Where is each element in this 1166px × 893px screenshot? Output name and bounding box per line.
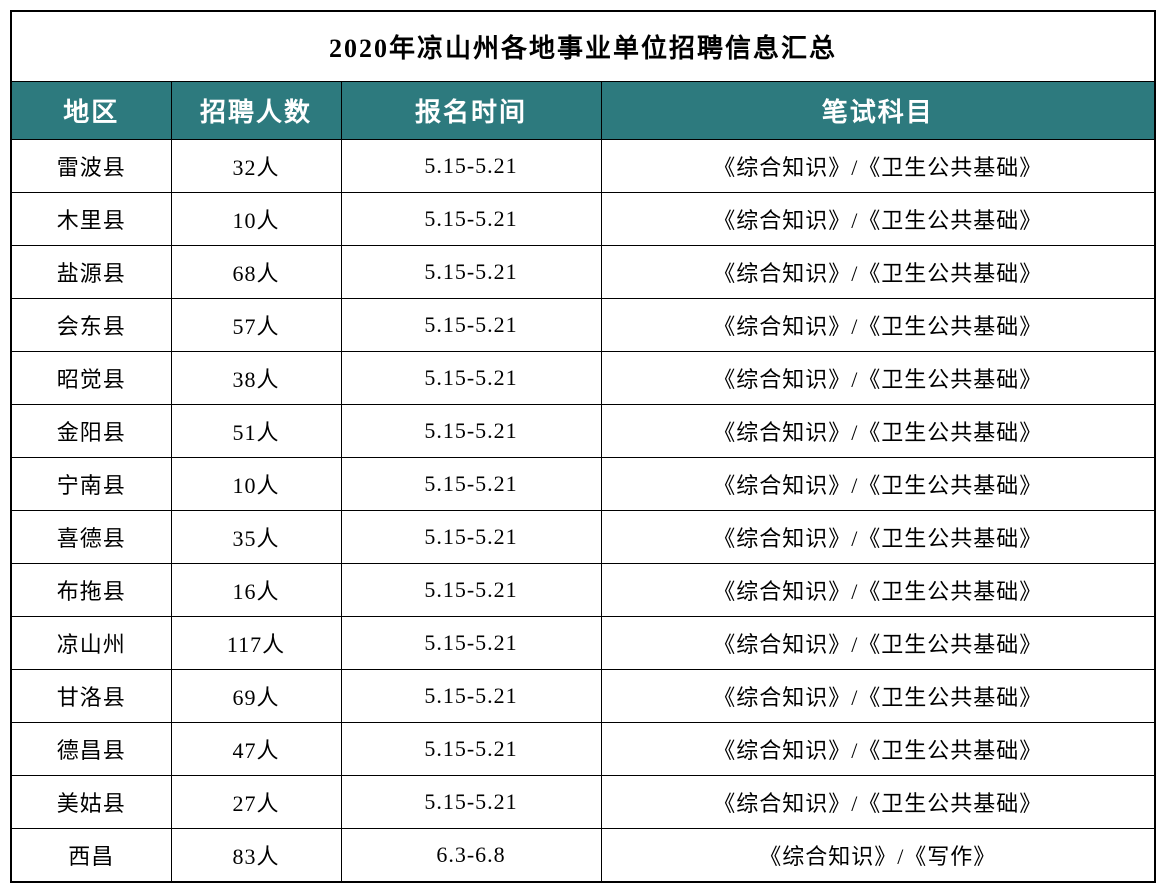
header-time: 报名时间 — [341, 82, 601, 140]
cell-count: 35人 — [171, 511, 341, 564]
cell-region: 金阳县 — [11, 405, 171, 458]
table-row: 西昌83人6.3-6.8《综合知识》/《写作》 — [11, 829, 1155, 883]
cell-time: 5.15-5.21 — [341, 352, 601, 405]
cell-subject: 《综合知识》/《写作》 — [601, 829, 1155, 883]
cell-subject: 《综合知识》/《卫生公共基础》 — [601, 405, 1155, 458]
cell-subject: 《综合知识》/《卫生公共基础》 — [601, 776, 1155, 829]
cell-time: 5.15-5.21 — [341, 564, 601, 617]
table-row: 金阳县51人5.15-5.21《综合知识》/《卫生公共基础》 — [11, 405, 1155, 458]
cell-time: 5.15-5.21 — [341, 458, 601, 511]
cell-count: 10人 — [171, 458, 341, 511]
cell-region: 美姑县 — [11, 776, 171, 829]
table-row: 雷波县32人5.15-5.21《综合知识》/《卫生公共基础》 — [11, 140, 1155, 193]
cell-count: 27人 — [171, 776, 341, 829]
cell-region: 甘洛县 — [11, 670, 171, 723]
table-row: 木里县10人5.15-5.21《综合知识》/《卫生公共基础》 — [11, 193, 1155, 246]
cell-time: 5.15-5.21 — [341, 246, 601, 299]
cell-subject: 《综合知识》/《卫生公共基础》 — [601, 193, 1155, 246]
cell-count: 117人 — [171, 617, 341, 670]
cell-time: 5.15-5.21 — [341, 193, 601, 246]
cell-count: 69人 — [171, 670, 341, 723]
cell-subject: 《综合知识》/《卫生公共基础》 — [601, 511, 1155, 564]
cell-subject: 《综合知识》/《卫生公共基础》 — [601, 617, 1155, 670]
header-count: 招聘人数 — [171, 82, 341, 140]
cell-region: 布拖县 — [11, 564, 171, 617]
cell-region: 西昌 — [11, 829, 171, 883]
cell-region: 会东县 — [11, 299, 171, 352]
cell-region: 凉山州 — [11, 617, 171, 670]
cell-region: 德昌县 — [11, 723, 171, 776]
cell-subject: 《综合知识》/《卫生公共基础》 — [601, 458, 1155, 511]
table-row: 德昌县47人5.15-5.21《综合知识》/《卫生公共基础》 — [11, 723, 1155, 776]
table-row: 甘洛县69人5.15-5.21《综合知识》/《卫生公共基础》 — [11, 670, 1155, 723]
cell-count: 47人 — [171, 723, 341, 776]
table-row: 宁南县10人5.15-5.21《综合知识》/《卫生公共基础》 — [11, 458, 1155, 511]
table-row: 盐源县68人5.15-5.21《综合知识》/《卫生公共基础》 — [11, 246, 1155, 299]
cell-subject: 《综合知识》/《卫生公共基础》 — [601, 299, 1155, 352]
table-row: 布拖县16人5.15-5.21《综合知识》/《卫生公共基础》 — [11, 564, 1155, 617]
cell-time: 5.15-5.21 — [341, 405, 601, 458]
recruitment-table: 2020年凉山州各地事业单位招聘信息汇总 地区 招聘人数 报名时间 笔试科目 雷… — [10, 10, 1156, 883]
table-row: 会东县57人5.15-5.21《综合知识》/《卫生公共基础》 — [11, 299, 1155, 352]
cell-count: 68人 — [171, 246, 341, 299]
table-row: 美姑县27人5.15-5.21《综合知识》/《卫生公共基础》 — [11, 776, 1155, 829]
cell-time: 5.15-5.21 — [341, 776, 601, 829]
table-row: 凉山州117人5.15-5.21《综合知识》/《卫生公共基础》 — [11, 617, 1155, 670]
cell-subject: 《综合知识》/《卫生公共基础》 — [601, 670, 1155, 723]
cell-subject: 《综合知识》/《卫生公共基础》 — [601, 246, 1155, 299]
cell-region: 喜德县 — [11, 511, 171, 564]
cell-count: 10人 — [171, 193, 341, 246]
cell-time: 5.15-5.21 — [341, 511, 601, 564]
cell-region: 木里县 — [11, 193, 171, 246]
table-row: 昭觉县38人5.15-5.21《综合知识》/《卫生公共基础》 — [11, 352, 1155, 405]
cell-time: 5.15-5.21 — [341, 617, 601, 670]
cell-subject: 《综合知识》/《卫生公共基础》 — [601, 140, 1155, 193]
cell-subject: 《综合知识》/《卫生公共基础》 — [601, 564, 1155, 617]
cell-time: 6.3-6.8 — [341, 829, 601, 883]
cell-subject: 《综合知识》/《卫生公共基础》 — [601, 352, 1155, 405]
cell-count: 32人 — [171, 140, 341, 193]
cell-count: 38人 — [171, 352, 341, 405]
cell-time: 5.15-5.21 — [341, 299, 601, 352]
table-body: 雷波县32人5.15-5.21《综合知识》/《卫生公共基础》木里县10人5.15… — [11, 140, 1155, 883]
table-header-row: 地区 招聘人数 报名时间 笔试科目 — [11, 82, 1155, 140]
cell-subject: 《综合知识》/《卫生公共基础》 — [601, 723, 1155, 776]
cell-region: 雷波县 — [11, 140, 171, 193]
header-subject: 笔试科目 — [601, 82, 1155, 140]
header-region: 地区 — [11, 82, 171, 140]
cell-count: 16人 — [171, 564, 341, 617]
cell-region: 盐源县 — [11, 246, 171, 299]
table-row: 喜德县35人5.15-5.21《综合知识》/《卫生公共基础》 — [11, 511, 1155, 564]
cell-count: 51人 — [171, 405, 341, 458]
cell-time: 5.15-5.21 — [341, 140, 601, 193]
cell-region: 宁南县 — [11, 458, 171, 511]
cell-count: 83人 — [171, 829, 341, 883]
cell-count: 57人 — [171, 299, 341, 352]
table-title-row: 2020年凉山州各地事业单位招聘信息汇总 — [11, 11, 1155, 82]
recruitment-table-container: 2020年凉山州各地事业单位招聘信息汇总 地区 招聘人数 报名时间 笔试科目 雷… — [10, 10, 1156, 883]
table-title: 2020年凉山州各地事业单位招聘信息汇总 — [11, 11, 1155, 82]
cell-time: 5.15-5.21 — [341, 670, 601, 723]
cell-time: 5.15-5.21 — [341, 723, 601, 776]
cell-region: 昭觉县 — [11, 352, 171, 405]
